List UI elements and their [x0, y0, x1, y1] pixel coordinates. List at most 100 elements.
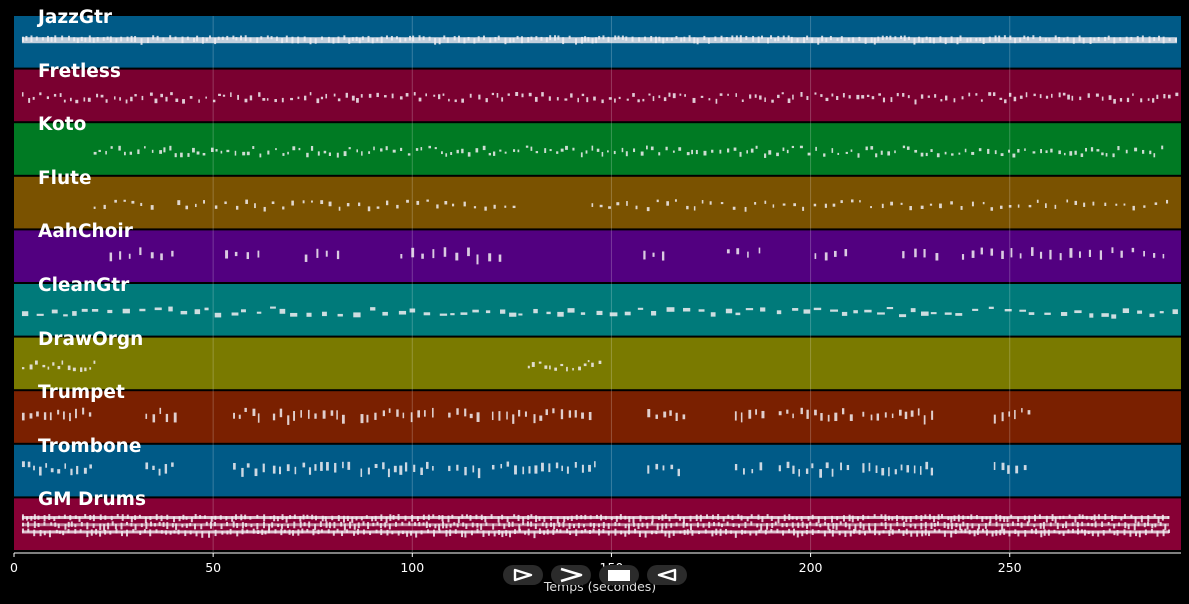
note	[528, 466, 531, 474]
note	[607, 150, 609, 153]
note	[249, 95, 253, 101]
note	[733, 147, 737, 151]
note	[807, 152, 811, 156]
note	[957, 514, 960, 522]
note	[689, 523, 692, 531]
note	[173, 412, 177, 423]
track-row	[14, 284, 1181, 336]
note	[512, 205, 516, 209]
note	[87, 97, 91, 102]
note	[1019, 253, 1022, 259]
note	[950, 531, 953, 538]
note	[715, 98, 718, 104]
note	[132, 529, 135, 533]
note	[27, 521, 30, 528]
note	[285, 35, 288, 43]
note	[638, 530, 641, 537]
note	[119, 251, 122, 260]
note-band	[21, 37, 1178, 44]
note	[491, 92, 495, 96]
play-button[interactable]	[503, 565, 543, 585]
note	[118, 145, 121, 151]
note	[975, 515, 978, 520]
note	[998, 35, 1001, 42]
note	[1093, 37, 1096, 41]
note	[1078, 514, 1081, 519]
note	[591, 145, 594, 151]
note	[409, 35, 412, 41]
note	[618, 522, 621, 526]
fast-forward-button[interactable]	[551, 565, 591, 585]
note	[643, 250, 646, 260]
note	[811, 463, 814, 469]
note	[589, 522, 592, 527]
note	[900, 464, 903, 471]
note	[799, 145, 803, 149]
note	[469, 515, 472, 521]
note	[527, 515, 530, 520]
note	[181, 524, 184, 528]
note	[950, 523, 953, 530]
note	[752, 35, 755, 42]
note	[598, 360, 602, 364]
note	[919, 466, 922, 475]
note	[267, 529, 270, 534]
note	[213, 521, 216, 527]
note	[43, 412, 47, 420]
note	[321, 36, 324, 40]
note	[159, 150, 163, 154]
note	[327, 36, 330, 43]
note	[749, 94, 752, 99]
note	[398, 310, 407, 315]
note	[322, 311, 327, 317]
note	[1153, 37, 1156, 42]
note	[1071, 528, 1074, 534]
note	[678, 147, 682, 151]
note	[1147, 522, 1150, 526]
stop-button[interactable]	[599, 565, 639, 585]
note	[587, 360, 590, 363]
note	[249, 37, 252, 42]
note	[670, 464, 674, 470]
note	[1123, 203, 1126, 206]
note	[125, 99, 128, 104]
note	[575, 38, 578, 45]
note	[1114, 515, 1117, 519]
note	[792, 94, 794, 100]
note	[1003, 35, 1006, 40]
note	[140, 202, 143, 206]
note	[185, 523, 188, 528]
note	[870, 146, 874, 150]
note	[672, 530, 675, 536]
note	[844, 249, 848, 257]
note	[544, 148, 547, 153]
note	[1101, 96, 1104, 101]
note	[1087, 522, 1090, 526]
note	[666, 201, 669, 206]
note	[441, 515, 444, 522]
note	[771, 522, 774, 528]
note	[654, 36, 657, 44]
note	[1025, 92, 1028, 98]
note	[884, 522, 887, 530]
note	[281, 97, 284, 103]
note	[770, 35, 773, 40]
note	[261, 529, 264, 535]
note	[1023, 465, 1027, 471]
note	[924, 514, 927, 519]
note	[1130, 514, 1133, 519]
note	[777, 35, 780, 42]
note	[933, 515, 936, 523]
note	[166, 514, 169, 520]
note	[527, 37, 530, 43]
note	[1062, 37, 1065, 42]
note	[880, 522, 883, 526]
note	[558, 522, 561, 528]
rewind-button[interactable]	[647, 565, 687, 585]
note	[1099, 250, 1103, 260]
note	[930, 149, 933, 153]
note	[361, 36, 364, 41]
note	[220, 523, 223, 530]
note	[170, 92, 173, 96]
note	[811, 514, 814, 520]
